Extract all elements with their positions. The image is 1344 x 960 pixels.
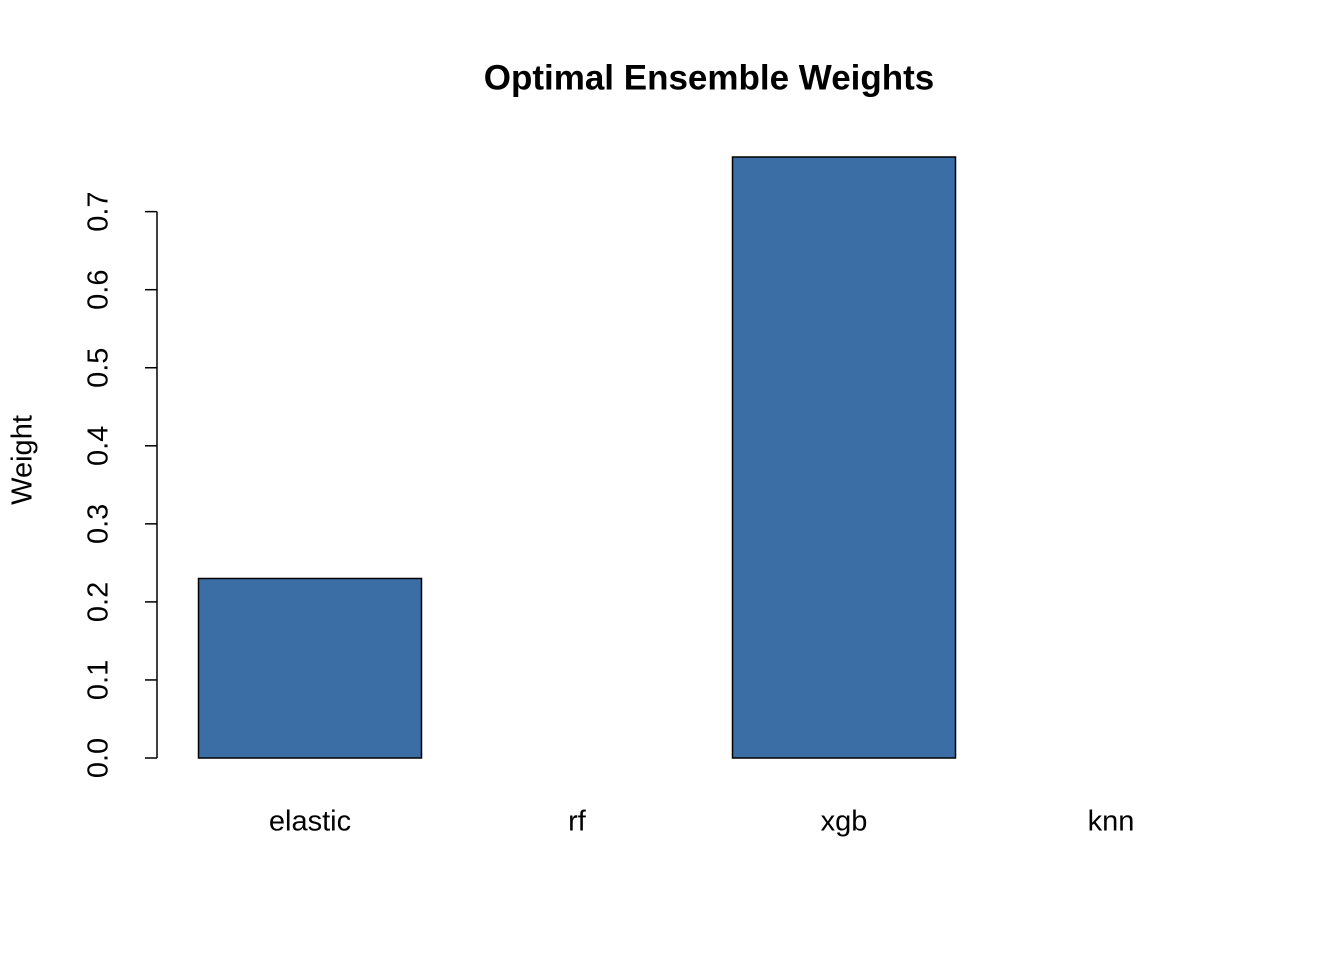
bar <box>731 156 957 759</box>
y-tick-label: 0.3 <box>83 504 115 544</box>
y-tick-label: 0.0 <box>83 738 115 778</box>
y-tick-label: 0.1 <box>83 660 115 700</box>
y-tick-label: 0.2 <box>83 582 115 622</box>
x-tick-label: elastic <box>269 806 351 838</box>
y-tick-label: 0.7 <box>83 191 115 231</box>
y-tick-label: 0.5 <box>83 348 115 388</box>
y-tick-label: 0.4 <box>83 426 115 466</box>
x-tick-label: rf <box>568 806 587 838</box>
x-tick-label: knn <box>1088 806 1135 838</box>
x-tick-label: xgb <box>821 806 868 838</box>
bar <box>197 577 423 759</box>
y-tick-label: 0.6 <box>83 270 115 310</box>
y-axis-label: Weight <box>7 415 39 505</box>
chart-title: Optimal Ensemble Weights <box>484 58 935 97</box>
